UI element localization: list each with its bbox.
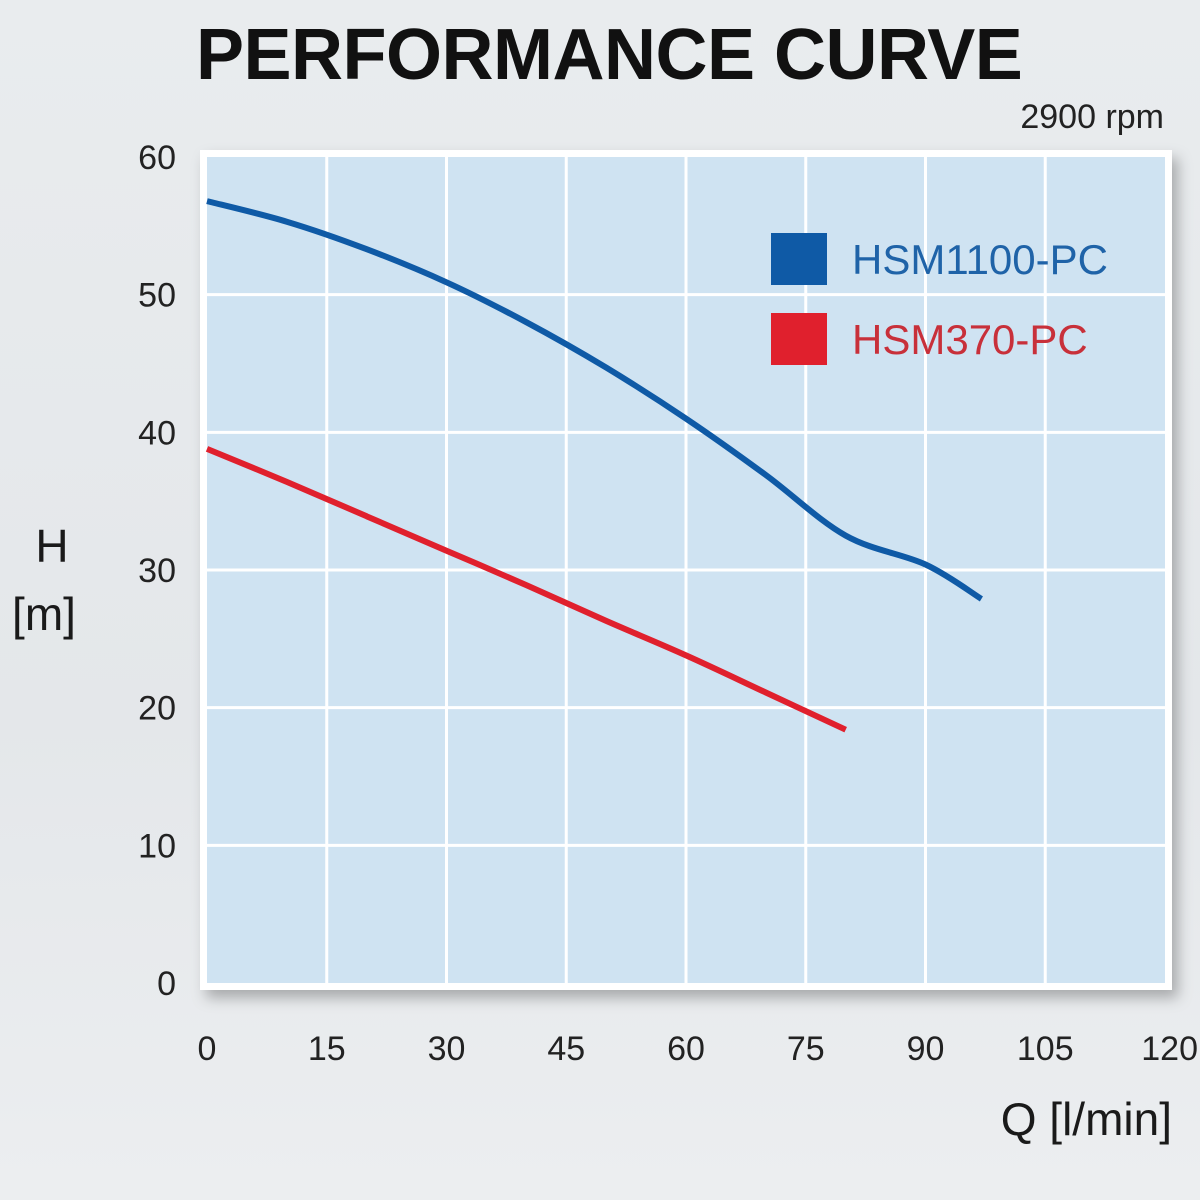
y-tick-label: 30 — [138, 552, 176, 590]
y-tick-label: 40 — [138, 414, 176, 452]
x-tick-label: 15 — [308, 1030, 346, 1068]
x-tick-label: 0 — [198, 1030, 217, 1068]
y-axis-label-symbol: H — [35, 520, 68, 572]
legend-swatch-hsm1100-pc — [771, 233, 827, 285]
x-axis-ticks: 0 15 30 45 60 75 90 105 120 — [198, 1030, 1198, 1068]
y-tick-label: 20 — [138, 690, 176, 728]
chart-title: PERFORMANCE CURVE — [196, 15, 1023, 95]
series-line-hsm370-pc — [205, 446, 847, 733]
y-tick-label: 60 — [138, 139, 176, 177]
y-tick-label: 10 — [138, 827, 176, 865]
chart-subtitle: 2900 rpm — [1020, 98, 1164, 136]
y-tick-label: 0 — [157, 965, 176, 1003]
legend-label-hsm1100-pc: HSM1100-PC — [852, 236, 1108, 283]
y-tick-label: 50 — [138, 277, 176, 315]
x-tick-label: 90 — [907, 1030, 945, 1068]
grid-lines — [207, 157, 1165, 983]
legend: HSM1100-PC HSM370-PC — [771, 233, 1108, 365]
x-tick-label: 75 — [787, 1030, 825, 1068]
x-tick-label: 30 — [428, 1030, 466, 1068]
x-tick-label: 45 — [547, 1030, 585, 1068]
x-axis-label: Q [l/min] — [1001, 1093, 1172, 1145]
legend-swatch-hsm370-pc — [771, 313, 827, 365]
series-lines — [205, 198, 983, 733]
legend-label-hsm370-pc: HSM370-PC — [852, 316, 1088, 363]
series-line-hsm1100-pc — [206, 198, 983, 602]
x-tick-label: 105 — [1017, 1030, 1074, 1068]
y-axis-ticks: 0 10 20 30 40 50 60 — [138, 139, 176, 1003]
x-tick-label: 60 — [667, 1030, 705, 1068]
x-tick-label: 120 — [1141, 1030, 1198, 1068]
y-axis-label-unit: [m] — [12, 588, 76, 640]
